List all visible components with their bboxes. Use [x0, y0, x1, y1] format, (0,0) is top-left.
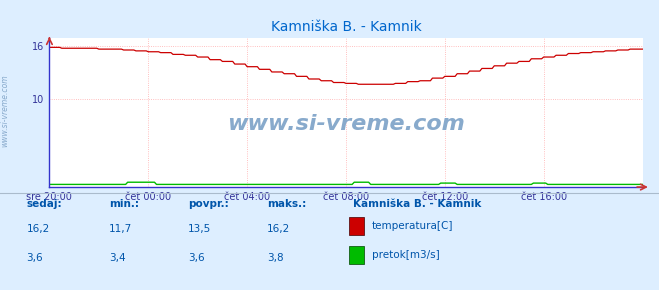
Text: Kamniška B. - Kamnik: Kamniška B. - Kamnik [353, 199, 481, 209]
Text: 3,6: 3,6 [26, 253, 43, 263]
Text: 13,5: 13,5 [188, 224, 211, 234]
Text: sedaj:: sedaj: [26, 199, 62, 209]
Text: temperatura[C]: temperatura[C] [372, 221, 453, 231]
Text: 3,4: 3,4 [109, 253, 125, 263]
Text: 3,8: 3,8 [267, 253, 283, 263]
Title: Kamniška B. - Kamnik: Kamniška B. - Kamnik [271, 20, 421, 34]
Text: pretok[m3/s]: pretok[m3/s] [372, 250, 440, 260]
Text: 11,7: 11,7 [109, 224, 132, 234]
Text: www.si-vreme.com: www.si-vreme.com [1, 74, 10, 146]
Text: min.:: min.: [109, 199, 139, 209]
Text: 16,2: 16,2 [267, 224, 290, 234]
Text: 3,6: 3,6 [188, 253, 204, 263]
Text: povpr.:: povpr.: [188, 199, 229, 209]
Text: maks.:: maks.: [267, 199, 306, 209]
Text: 16,2: 16,2 [26, 224, 49, 234]
Text: www.si-vreme.com: www.si-vreme.com [227, 114, 465, 134]
